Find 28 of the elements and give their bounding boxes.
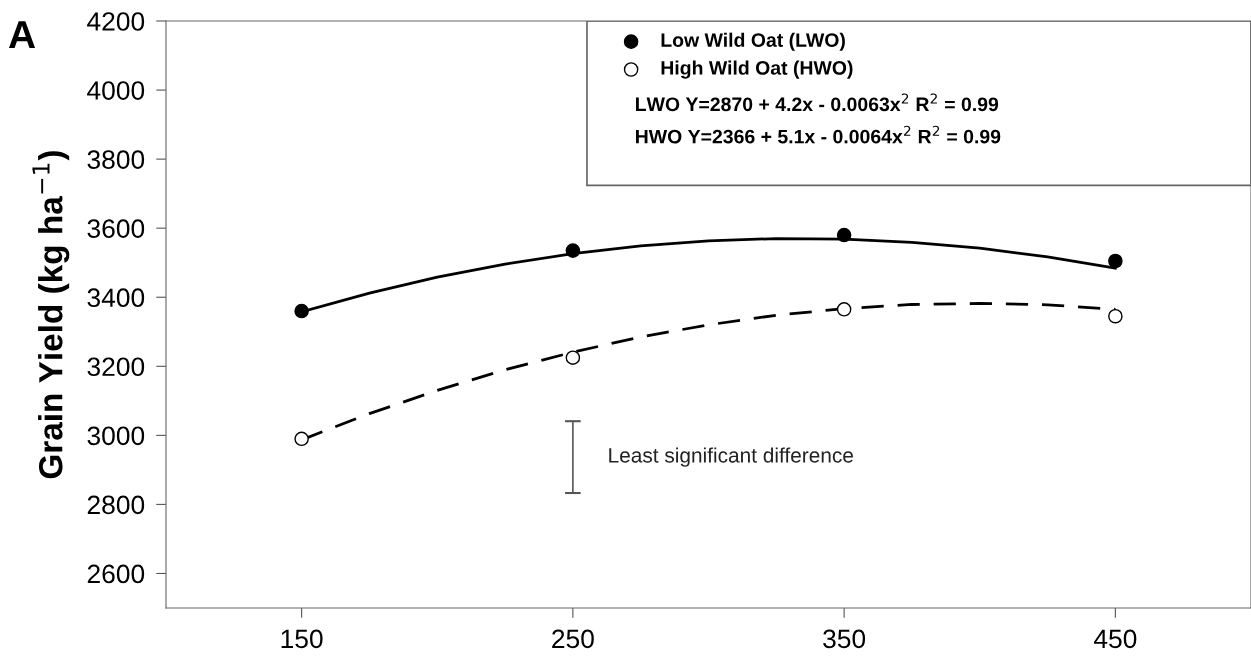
x-tick-label: 350 [823, 629, 866, 649]
annotation: LWO Y=2870 + 4.2x - 0.0063x$^{2}$ R$^{2}$ = 0.99 [636, 93, 999, 112]
y-axis-title: Grain Yield (kg ha$^{−1}$) [32, 151, 70, 479]
x-tick-label: 250 [552, 629, 594, 649]
y-tick-label: 2600 [87, 564, 145, 584]
point [1108, 253, 1123, 269]
annotation: HWO Y=2366 + 5.1x - 0.0064x$^{2}$ R$^{2}$ = 0.99 [636, 125, 1001, 144]
y-tick-label: 3800 [87, 150, 145, 169]
y-tick-label: 4200 [87, 12, 145, 31]
point [565, 350, 581, 365]
point [565, 243, 581, 258]
point [836, 302, 852, 317]
point [294, 303, 309, 319]
point [836, 227, 852, 243]
point [294, 431, 309, 447]
point [1108, 308, 1123, 324]
y-tick-label: 2800 [87, 495, 145, 515]
y-tick-label: 3000 [87, 426, 145, 446]
y-tick-label: 3400 [87, 288, 145, 308]
x-tick-label: 450 [1093, 629, 1137, 649]
legend-label: Low Wild Oat (LWO) [661, 32, 845, 51]
text: A [8, 21, 36, 48]
y-tick-label: 3600 [87, 219, 145, 238]
y-tick-label: 4000 [87, 81, 145, 100]
legend-label: High Wild Oat (HWO) [661, 60, 853, 79]
y-tick-label: 3200 [87, 357, 145, 377]
x-tick-label: 150 [281, 629, 323, 649]
annotation: Least significant difference [609, 447, 853, 467]
